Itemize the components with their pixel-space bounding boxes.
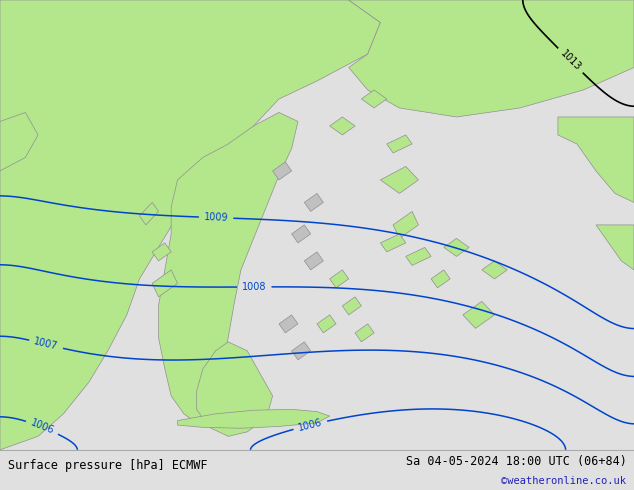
- Polygon shape: [273, 162, 292, 180]
- Text: Sa 04-05-2024 18:00 UTC (06+84): Sa 04-05-2024 18:00 UTC (06+84): [406, 455, 626, 467]
- Text: 1007: 1007: [33, 337, 59, 352]
- Polygon shape: [349, 0, 634, 117]
- Polygon shape: [178, 409, 330, 428]
- Polygon shape: [330, 270, 349, 288]
- Polygon shape: [279, 315, 298, 333]
- Polygon shape: [139, 202, 158, 225]
- Text: 1006: 1006: [29, 418, 55, 437]
- Polygon shape: [444, 239, 469, 256]
- Polygon shape: [0, 113, 38, 171]
- Polygon shape: [380, 167, 418, 194]
- Polygon shape: [596, 225, 634, 270]
- Polygon shape: [292, 342, 311, 360]
- Polygon shape: [292, 225, 311, 243]
- Polygon shape: [158, 113, 298, 423]
- Text: 1009: 1009: [204, 212, 228, 223]
- Polygon shape: [152, 243, 171, 261]
- Polygon shape: [380, 234, 406, 252]
- Text: 1013: 1013: [558, 49, 583, 73]
- Polygon shape: [304, 194, 323, 211]
- Polygon shape: [558, 117, 634, 202]
- Polygon shape: [361, 90, 387, 108]
- Polygon shape: [355, 324, 374, 342]
- Polygon shape: [342, 297, 361, 315]
- Polygon shape: [197, 342, 273, 436]
- Polygon shape: [152, 270, 178, 297]
- Text: Surface pressure [hPa] ECMWF: Surface pressure [hPa] ECMWF: [8, 459, 207, 471]
- Polygon shape: [387, 135, 412, 153]
- Text: 1006: 1006: [297, 417, 323, 433]
- Polygon shape: [482, 261, 507, 279]
- Polygon shape: [406, 247, 431, 266]
- Text: 1008: 1008: [242, 282, 266, 292]
- Polygon shape: [330, 117, 355, 135]
- Polygon shape: [393, 211, 418, 239]
- Polygon shape: [463, 301, 495, 328]
- Polygon shape: [317, 315, 336, 333]
- Polygon shape: [304, 252, 323, 270]
- Text: ©weatheronline.co.uk: ©weatheronline.co.uk: [501, 476, 626, 486]
- Polygon shape: [431, 270, 450, 288]
- Polygon shape: [0, 0, 380, 450]
